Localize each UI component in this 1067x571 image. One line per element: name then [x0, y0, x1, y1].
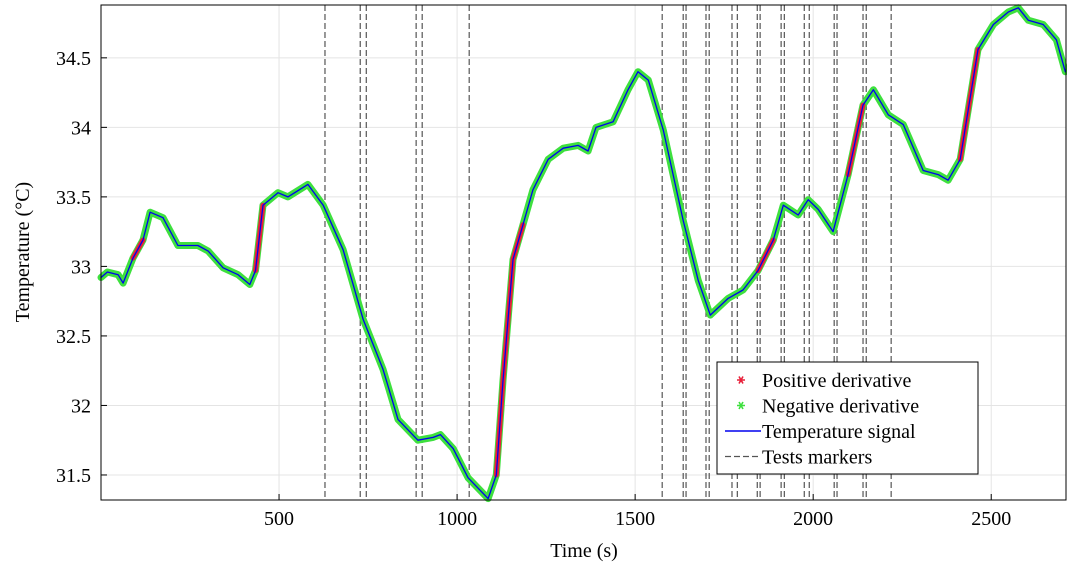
y-tick-label: 34: [71, 117, 91, 139]
legend-label: Negative derivative: [762, 396, 919, 418]
axes-frame: [100, 4, 1067, 501]
x-tick-label: 2500: [971, 508, 1011, 530]
y-tick-label: 32: [71, 395, 91, 417]
legend-label: Temperature signal: [762, 421, 916, 443]
legend-marker: [737, 376, 745, 384]
legend-marker: [737, 401, 745, 410]
y-axis-label: Temperature (°C): [12, 182, 34, 322]
x-tick-label: 1000: [437, 508, 477, 530]
x-axis-label: Time (s): [550, 540, 618, 562]
y-tick-label: 33.5: [56, 187, 91, 209]
y-tick-label: 32.5: [56, 326, 91, 348]
x-tick-label: 2000: [793, 508, 833, 530]
y-tick-label: 31.5: [56, 465, 91, 487]
y-tick-label: 33: [71, 256, 91, 278]
y-tick-label: 34.5: [56, 48, 91, 70]
legend-label: Tests markers: [762, 447, 872, 469]
legend-label: Positive derivative: [762, 370, 912, 392]
series-line: [100, 7, 1066, 500]
legend-box: [716, 361, 979, 475]
x-tick-label: 500: [264, 508, 294, 530]
x-tick-label: 1500: [615, 508, 655, 530]
